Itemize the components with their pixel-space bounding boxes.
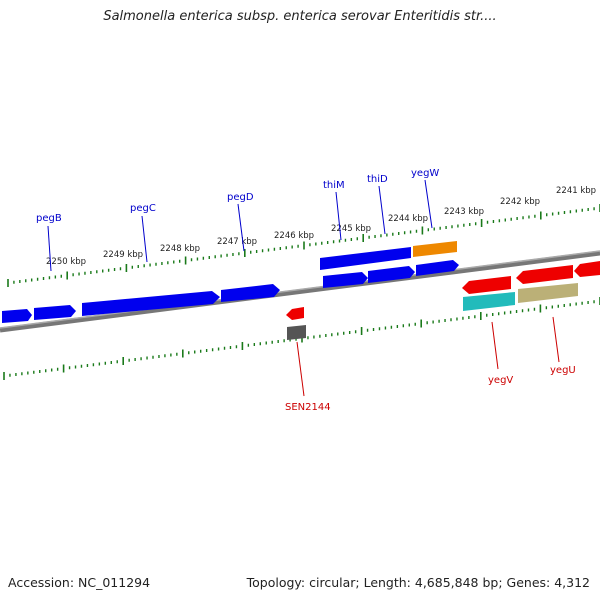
gene-label-yegV[interactable]: yegV — [488, 375, 513, 386]
scale-label: 2242 kbp — [500, 197, 540, 207]
gene-label-SEN2144[interactable]: SEN2144 — [285, 402, 331, 413]
label-leaders — [47, 179, 560, 397]
feature-arrow-pegD[interactable] — [221, 284, 280, 302]
feature-arrow-yegV-b[interactable] — [463, 292, 515, 311]
genome-summary-text: Topology: circular; Length: 4,685,848 bp… — [246, 575, 590, 590]
scale-label: 2241 kbp — [556, 186, 596, 196]
gene-label-yegU[interactable]: yegU — [550, 365, 576, 376]
scale-label: 2246 kbp — [274, 231, 314, 241]
pegC-leader — [141, 215, 148, 263]
feature-arrow-SEN2144-b[interactable] — [287, 325, 306, 340]
feature-arrows — [2, 241, 600, 340]
scale-label: 2249 kbp — [103, 250, 143, 260]
feature-arrow-pegB-1[interactable] — [2, 309, 32, 323]
scale-label: 2245 kbp — [331, 224, 371, 234]
feature-arrow-yegW[interactable] — [413, 241, 457, 257]
feature-arrow-SEN2144[interactable] — [286, 307, 304, 320]
genome-backbone-highlight — [0, 250, 600, 329]
scale-labels: 2250 kbp 2249 kbp 2248 kbp 2247 kbp 2246 kbp… — [46, 186, 596, 267]
gene-label-pegD[interactable]: pegD — [227, 192, 254, 203]
feature-arrow-thiM-lane2[interactable] — [320, 247, 411, 270]
yegV-leader — [491, 321, 499, 370]
bottom-scale-ticks — [3, 297, 600, 380]
feature-arrow-thiD[interactable] — [368, 266, 415, 283]
gene-label-thiM[interactable]: thiM — [323, 180, 345, 191]
yegU-leader — [552, 316, 560, 363]
gene-label-yegW[interactable]: yegW — [411, 168, 439, 179]
scale-label: 2248 kbp — [160, 244, 200, 254]
top-scale-ticks — [7, 204, 600, 287]
scale-label: 2244 kbp — [388, 214, 428, 224]
gene-label-pegC[interactable]: pegC — [130, 203, 156, 214]
feature-arrow-thiM[interactable] — [323, 272, 368, 288]
pegD-leader — [237, 203, 245, 252]
yegW-leader — [424, 179, 433, 229]
feature-arrow-yegV[interactable] — [462, 276, 511, 294]
feature-arrow-yegU[interactable] — [516, 265, 573, 284]
thiD-leader — [378, 185, 386, 235]
genome-backbone — [0, 250, 600, 333]
feature-arrow-yegW-lane1[interactable] — [416, 260, 459, 276]
feature-arrow-next[interactable] — [574, 261, 600, 277]
feature-arrow-pegB-2[interactable] — [34, 305, 76, 320]
feature-arrow-pegC[interactable] — [82, 291, 220, 316]
gene-label-pegB[interactable]: pegB — [36, 213, 62, 224]
SEN2144-leader — [296, 341, 305, 397]
scale-label: 2250 kbp — [46, 257, 86, 267]
feature-arrow-yegU-b[interactable] — [518, 283, 578, 303]
pegB-leader — [47, 225, 52, 272]
scale-label: 2243 kbp — [444, 207, 484, 217]
gene-label-thiD[interactable]: thiD — [367, 174, 388, 185]
thiM-leader — [335, 191, 342, 241]
accession-text: Accession: NC_011294 — [8, 575, 151, 590]
map-title: Salmonella enterica subsp. enterica sero… — [103, 9, 497, 24]
scale-label: 2247 kbp — [217, 237, 257, 247]
